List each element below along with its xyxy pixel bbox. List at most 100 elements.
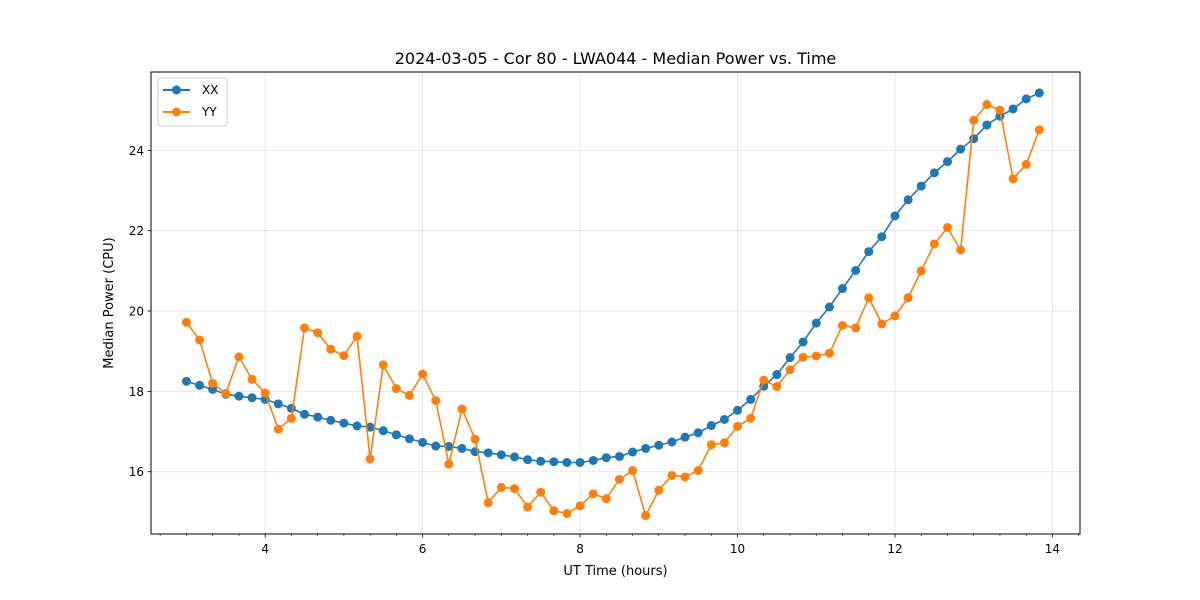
data-point-xx (483, 448, 493, 458)
data-point-yy (772, 382, 782, 392)
data-point-yy (641, 511, 651, 521)
data-point-yy (929, 239, 939, 249)
data-point-xx (719, 415, 729, 424)
data-point-xx (706, 421, 716, 431)
data-point-yy (969, 115, 979, 125)
legend: XX YY (157, 77, 228, 127)
data-point-yy (339, 351, 349, 361)
data-point-xx (929, 168, 939, 178)
data-point-yy (588, 489, 598, 499)
data-point-xx (457, 443, 467, 453)
data-point-xx (378, 426, 388, 436)
data-point-yy (864, 293, 874, 303)
data-point-yy (444, 459, 454, 469)
y-tick-label: 20 (129, 305, 144, 319)
data-point-yy (496, 482, 506, 492)
data-point-xx (864, 247, 874, 257)
data-point-yy (877, 319, 887, 329)
data-point-yy (247, 374, 257, 384)
data-point-xx (365, 422, 375, 432)
data-point-xx (798, 337, 808, 347)
data-point-xx (1008, 104, 1018, 114)
data-point-yy (234, 352, 244, 362)
x-tick-label: 12 (887, 542, 902, 556)
data-point-xx (444, 441, 454, 451)
data-point-xx (300, 409, 310, 419)
data-point-yy (746, 413, 756, 423)
data-point-yy (549, 506, 559, 516)
data-point-xx (496, 450, 506, 460)
data-point-xx (391, 430, 401, 440)
data-point-yy (667, 470, 677, 480)
data-point-xx (956, 144, 966, 154)
x-tick-label: 4 (261, 542, 269, 556)
y-tick-label: 24 (129, 144, 144, 158)
data-point-yy (536, 487, 546, 497)
data-point-xx (943, 157, 952, 167)
legend-marker-yy (172, 107, 181, 117)
data-point-yy (404, 390, 414, 400)
data-point-yy (378, 360, 388, 370)
data-point-yy (706, 440, 716, 450)
data-point-xx (575, 457, 585, 467)
data-point-yy (418, 369, 428, 379)
data-point-xx (1034, 88, 1044, 98)
data-point-yy (575, 501, 585, 511)
data-point-yy (273, 424, 283, 434)
data-point-xx (273, 399, 283, 409)
data-point-xx (746, 394, 756, 404)
data-point-yy (811, 351, 821, 361)
data-point-yy (195, 335, 205, 345)
data-point-xx (890, 211, 900, 221)
data-point-yy (391, 384, 401, 394)
legend-label-xx: XX (202, 83, 218, 97)
data-point-xx (404, 434, 414, 444)
data-point-yy (890, 311, 900, 321)
data-point-yy (943, 222, 952, 232)
data-point-xx (667, 437, 677, 447)
data-point-yy (601, 494, 611, 504)
x-tick-label: 6 (419, 542, 427, 556)
chart-title: 2024-03-05 - Cor 80 - LWA044 - Median Po… (395, 49, 837, 68)
data-point-yy (313, 328, 323, 338)
plot-frame (150, 71, 1081, 535)
data-point-xx (195, 380, 205, 390)
data-point-xx (654, 440, 664, 450)
data-point-yy (1008, 174, 1018, 184)
data-point-xx (785, 353, 795, 363)
data-point-yy (562, 509, 572, 519)
data-point-xx (693, 428, 703, 438)
data-point-xx (824, 302, 834, 312)
data-point-xx (733, 405, 743, 415)
data-point-yy (680, 472, 690, 482)
data-point-yy (286, 413, 296, 423)
data-point-xx (877, 232, 887, 242)
data-point-yy (352, 331, 362, 341)
data-point-xx (313, 412, 323, 422)
data-point-xx (641, 443, 651, 453)
data-point-xx (562, 457, 572, 467)
data-point-yy (509, 484, 519, 494)
data-point-xx (352, 421, 362, 431)
data-point-xx (339, 418, 349, 428)
data-point-yy (300, 323, 310, 333)
data-point-xx (628, 447, 638, 457)
x-tick-label: 10 (730, 542, 745, 556)
data-point-xx (509, 452, 519, 462)
data-point-yy (824, 348, 834, 358)
data-point-yy (719, 438, 729, 448)
data-point-yy (628, 466, 638, 476)
axis-ticks: 4 6 8 10 12 14 16 18 20 22 24 (129, 144, 1079, 556)
data-point-xx (982, 120, 992, 130)
data-point-xx (1021, 94, 1031, 104)
data-point-xx (536, 456, 546, 466)
data-point-yy (483, 498, 493, 508)
data-point-yy (851, 323, 861, 333)
data-point-xx (523, 455, 533, 465)
data-point-yy (654, 485, 664, 495)
data-point-yy (785, 365, 795, 375)
data-point-yy (837, 321, 847, 330)
data-point-yy (208, 378, 218, 388)
data-point-yy (903, 293, 913, 303)
data-point-xx (837, 284, 847, 294)
